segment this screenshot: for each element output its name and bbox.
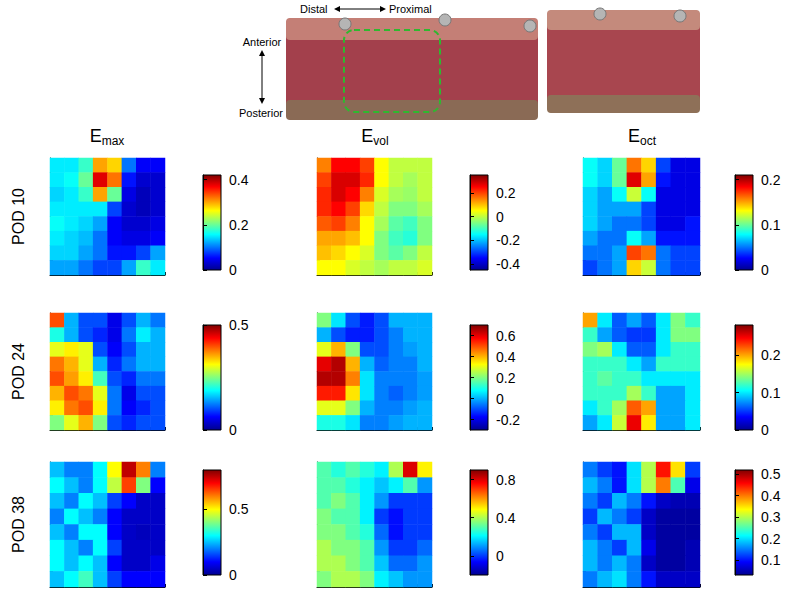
svg-text:POD 10: POD 10	[10, 188, 27, 245]
svg-text:Proximal: Proximal	[389, 3, 432, 15]
svg-text:0: 0	[229, 262, 237, 278]
svg-text:0: 0	[496, 209, 504, 225]
svg-text:POD 24: POD 24	[10, 343, 27, 400]
svg-text:0.5: 0.5	[229, 317, 249, 333]
svg-text:0.2: 0.2	[496, 370, 516, 386]
svg-text:oct: oct	[640, 134, 657, 148]
svg-text:0.5: 0.5	[229, 501, 249, 517]
svg-text:0: 0	[761, 262, 769, 278]
svg-text:0.2: 0.2	[229, 217, 249, 233]
svg-text:0.4: 0.4	[496, 349, 516, 365]
svg-text:0.2: 0.2	[496, 185, 516, 201]
svg-text:0.1: 0.1	[761, 217, 781, 233]
svg-text:0.1: 0.1	[761, 385, 781, 401]
svg-text:0: 0	[229, 422, 237, 438]
svg-text:0.4: 0.4	[496, 510, 516, 526]
svg-text:0: 0	[496, 391, 504, 407]
svg-text:E: E	[361, 126, 373, 146]
svg-text:E: E	[90, 126, 102, 146]
svg-text:0.2: 0.2	[761, 347, 781, 363]
svg-text:0: 0	[229, 567, 237, 583]
svg-text:0.3: 0.3	[761, 509, 781, 525]
svg-text:vol: vol	[373, 134, 388, 148]
svg-text:0: 0	[761, 422, 769, 438]
svg-text:Posterior: Posterior	[239, 107, 283, 119]
svg-text:0.2: 0.2	[761, 531, 781, 547]
svg-text:-0.2: -0.2	[496, 412, 520, 428]
svg-text:0.4: 0.4	[229, 172, 249, 188]
svg-text:0.4: 0.4	[761, 488, 781, 504]
svg-text:0.8: 0.8	[496, 472, 516, 488]
svg-text:0.6: 0.6	[496, 328, 516, 344]
svg-text:Distal: Distal	[300, 3, 328, 15]
svg-text:0.1: 0.1	[761, 552, 781, 568]
svg-text:0: 0	[496, 548, 504, 564]
svg-text:-0.2: -0.2	[496, 232, 520, 248]
svg-text:POD 38: POD 38	[10, 496, 27, 553]
svg-text:-0.4: -0.4	[496, 256, 520, 272]
svg-text:0.2: 0.2	[761, 172, 781, 188]
svg-text:E: E	[628, 126, 640, 146]
svg-text:Anterior: Anterior	[243, 36, 282, 48]
svg-text:max: max	[102, 134, 125, 148]
svg-text:0.5: 0.5	[761, 466, 781, 482]
